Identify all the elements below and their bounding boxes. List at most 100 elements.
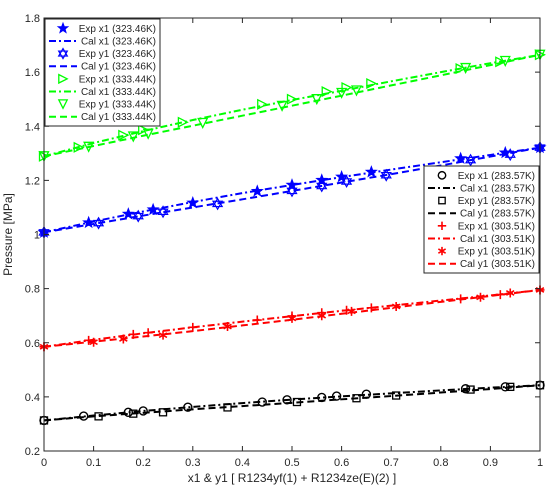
legend-label: Exp x1 (283.57K) — [458, 171, 535, 182]
data-point — [119, 334, 128, 344]
data-point — [292, 397, 302, 407]
legend-label: Exp y1 (303.51K) — [458, 247, 535, 258]
data-point — [311, 94, 323, 106]
legend-label: Exp x1 (303.51K) — [458, 221, 535, 232]
x-tick-label: 1 — [537, 457, 543, 469]
series-line — [43, 288, 541, 348]
legend-box — [44, 18, 161, 127]
legend-top-left: Exp x1 (323.46K)Cal x1 (323.46K) Exp y1 (… — [44, 18, 161, 127]
data-point — [89, 337, 98, 347]
data-point — [347, 306, 356, 316]
data-point — [366, 77, 378, 90]
legend-symbol — [437, 246, 447, 256]
x-tick-label: 0.8 — [433, 457, 448, 469]
legend-label: Cal y1 (323.46K) — [81, 62, 156, 73]
data-point — [128, 329, 138, 339]
data-point — [82, 215, 96, 229]
data-point — [495, 290, 505, 300]
data-point — [460, 62, 472, 75]
data-point — [499, 55, 511, 67]
data-point — [211, 197, 224, 211]
data-point — [286, 93, 298, 105]
y-axis-label: Pressure [MPa] — [1, 193, 15, 276]
x-tick-label: 0 — [41, 457, 47, 469]
data-point — [391, 301, 401, 311]
legend-label: Exp y1 (323.46K) — [79, 49, 156, 60]
legend-symbol — [57, 47, 69, 60]
y-tick-label: 0.2 — [25, 446, 40, 458]
data-point — [129, 409, 138, 418]
axes-layer: 0 0.1 0.2 0.3 0.4 0.5 0.6 0.7 0.8 0.9 1 0.2 0.4 0.6 0.… — [25, 13, 543, 469]
data-point — [252, 315, 262, 325]
data-point — [476, 292, 485, 302]
legend-symbol — [56, 21, 70, 34]
data-point — [340, 174, 353, 188]
legend-label: Cal x1 (283.57K) — [460, 183, 535, 194]
y-tick-label: 0.4 — [25, 392, 40, 404]
data-point — [361, 389, 372, 399]
data-point — [250, 184, 264, 197]
data-point — [94, 412, 103, 421]
data-point — [287, 313, 297, 323]
data-point — [158, 330, 168, 340]
data-point — [455, 63, 467, 75]
legend-label: Exp y1 (283.57K) — [458, 196, 535, 207]
data-point — [495, 56, 507, 68]
legend-symbol — [437, 221, 447, 231]
data-point — [123, 407, 134, 418]
data-point — [316, 179, 328, 193]
data-point — [505, 288, 515, 298]
data-point — [188, 322, 198, 332]
legend-box — [423, 165, 540, 274]
data-point — [138, 124, 150, 136]
data-point — [127, 131, 139, 143]
data-point — [158, 408, 168, 417]
data-point — [92, 216, 105, 230]
data-point — [321, 86, 333, 98]
data-point — [366, 303, 376, 313]
data-point — [146, 202, 160, 216]
data-point — [504, 148, 516, 162]
legend-label: Exp x1 (333.44K) — [79, 74, 156, 85]
x-tick-label: 0.6 — [334, 457, 349, 469]
data-point — [317, 392, 327, 403]
x-axis-label: x1 & y1 [ R1234yf(1) + R1234ze(E)(2) ] — [188, 471, 396, 485]
data-point — [142, 128, 154, 140]
y-tick-label: 1.8 — [25, 13, 40, 25]
data-point — [276, 100, 288, 112]
y-tick-label: 1.6 — [25, 67, 40, 79]
data-point — [466, 385, 475, 394]
data-point — [454, 151, 468, 164]
data-point — [286, 184, 298, 198]
x-tick-label: 0.4 — [235, 457, 250, 469]
legend-label: Cal y1 (303.51K) — [460, 259, 535, 270]
legend-right: Exp x1 (283.57K)Cal x1 (283.57K) Exp y1 (… — [423, 165, 540, 274]
x-tick-label: 0.1 — [86, 457, 101, 469]
data-point — [73, 141, 85, 153]
legend-label: Exp y1 (333.44K) — [79, 100, 156, 111]
data-point — [392, 391, 401, 400]
data-point — [341, 81, 353, 94]
x-tick-label: 0.9 — [483, 457, 498, 469]
data-point — [132, 209, 144, 223]
legend-label: Cal x1 (333.44K) — [81, 87, 156, 98]
data-point — [223, 322, 232, 332]
data-point — [331, 391, 342, 401]
data-point — [352, 394, 361, 403]
legend-label: Cal x1 (323.46K) — [81, 36, 156, 47]
data-point — [456, 294, 466, 304]
y-tick-label: 0.8 — [25, 284, 40, 296]
x-tick-label: 0.2 — [136, 457, 151, 469]
data-point — [364, 165, 378, 178]
data-point — [506, 382, 515, 392]
data-point — [183, 402, 193, 412]
legend-label: Exp x1 (323.46K) — [79, 24, 156, 35]
series-line — [43, 384, 541, 422]
data-point — [317, 311, 327, 321]
y-tick-label: 0.6 — [25, 338, 40, 350]
legend-label: Cal y1 (333.44K) — [81, 112, 156, 123]
data-point — [157, 205, 169, 219]
legend-symbol — [438, 196, 446, 205]
data-point — [118, 129, 130, 141]
